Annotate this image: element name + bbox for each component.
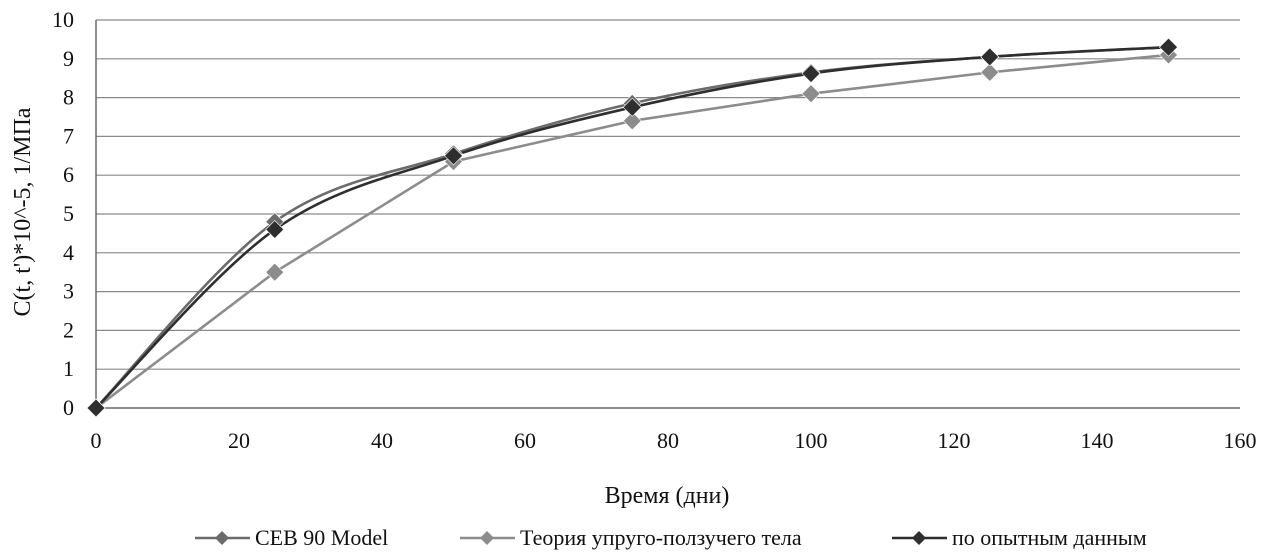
y-tick-label: 7 [63, 123, 74, 148]
y-tick-label: 10 [52, 7, 74, 32]
series-3-point [1159, 37, 1178, 57]
x-axis-title: Время (дни) [605, 483, 730, 509]
y-tick-label: 3 [63, 279, 74, 304]
y-tick-label: 0 [63, 395, 74, 420]
y-tick-label: 5 [63, 201, 74, 226]
legend-label-3: по опытным данным [952, 525, 1147, 550]
x-tick-label: 160 [1224, 428, 1257, 453]
y-tick-label: 9 [63, 46, 74, 71]
series-3-point [444, 146, 463, 166]
legend-marker-3 [912, 531, 926, 545]
series-2-point [980, 62, 1000, 82]
gridlines [96, 19, 1240, 370]
legend: CEB 90 Model Теория упруго-ползучего тела… [195, 525, 1147, 550]
series-2-point [265, 262, 285, 282]
y-tick-label: 8 [63, 85, 74, 110]
x-tick-label: 100 [795, 428, 828, 453]
x-tick-label: 0 [91, 428, 102, 453]
x-tick-label: 20 [228, 428, 250, 453]
series-2-point [801, 84, 821, 104]
y-tick-label: 1 [63, 356, 74, 381]
x-tick-label: 60 [514, 428, 536, 453]
y-tick-label: 4 [63, 240, 74, 265]
series-3-point [622, 97, 642, 117]
x-tick-label: 140 [1081, 428, 1114, 453]
legend-label-2: Теория упруго-ползучего тела [520, 525, 802, 550]
series-3-point [265, 220, 285, 239]
y-axis-title: C(t, t')*10^-5, 1/МПа [10, 107, 36, 316]
series-3-point [801, 64, 821, 83]
x-tick-label: 120 [938, 428, 971, 453]
axes [95, 20, 1240, 409]
legend-marker-2 [480, 531, 494, 545]
y-tick-label: 6 [63, 162, 74, 187]
series-3-point [980, 47, 1000, 67]
x-tick-label: 80 [657, 428, 679, 453]
y-tick-label: 2 [63, 317, 74, 342]
x-tick-label: 40 [371, 428, 393, 453]
legend-marker-1 [215, 531, 229, 545]
legend-label-1: CEB 90 Model [255, 525, 388, 550]
series-layer [86, 37, 1178, 418]
series-3-point [86, 398, 106, 418]
series-2-point [622, 111, 642, 131]
